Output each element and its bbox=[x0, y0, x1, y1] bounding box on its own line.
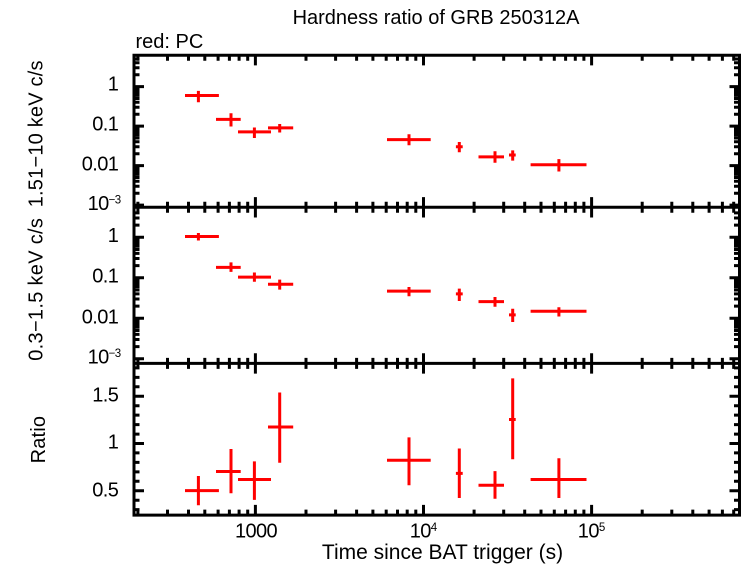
svg-text:1.51−10 keV c/s: 1.51−10 keV c/s bbox=[26, 60, 48, 207]
svg-text:0.01: 0.01 bbox=[82, 306, 119, 328]
svg-text:0.3−1.5 keV c/s: 0.3−1.5 keV c/s bbox=[26, 218, 48, 361]
svg-text:Hardness ratio of GRB 250312A: Hardness ratio of GRB 250312A bbox=[293, 7, 580, 29]
svg-text:Time since BAT trigger (s): Time since BAT trigger (s) bbox=[322, 541, 563, 564]
svg-text:1: 1 bbox=[108, 432, 119, 454]
svg-text:Ratio: Ratio bbox=[28, 416, 50, 463]
svg-text:105: 105 bbox=[578, 520, 605, 542]
svg-text:red: PC: red: PC bbox=[136, 31, 204, 53]
svg-text:0.1: 0.1 bbox=[92, 114, 118, 136]
svg-text:0.01: 0.01 bbox=[82, 153, 119, 175]
svg-text:0.5: 0.5 bbox=[92, 480, 118, 502]
svg-text:1.5: 1.5 bbox=[92, 384, 118, 406]
svg-text:1: 1 bbox=[108, 225, 119, 247]
svg-text:0.1: 0.1 bbox=[92, 266, 118, 288]
svg-text:1: 1 bbox=[108, 73, 119, 95]
svg-text:1000: 1000 bbox=[235, 520, 278, 542]
